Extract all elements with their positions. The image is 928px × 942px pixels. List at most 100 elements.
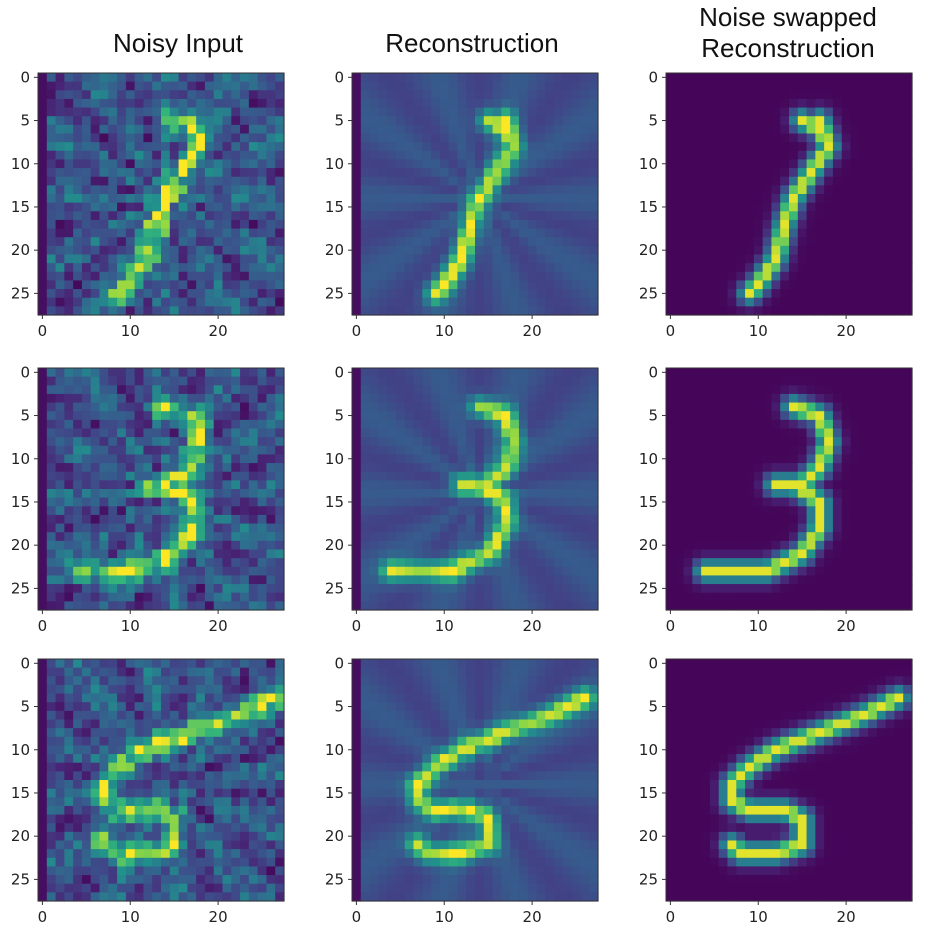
y-tick-label: 15 bbox=[639, 784, 658, 802]
x-tick-label: 0 bbox=[666, 322, 676, 340]
x-tick-label: 20 bbox=[837, 322, 856, 340]
y-tick-label: 25 bbox=[11, 870, 30, 888]
y-tick-label: 15 bbox=[325, 198, 344, 216]
y-tick-label: 15 bbox=[639, 198, 658, 216]
panel-clean-digit-5 bbox=[666, 659, 913, 902]
column-title-noise-swapped: Noise swapped Reconstruction bbox=[666, 2, 910, 64]
y-tick-label: 10 bbox=[325, 741, 344, 759]
x-tick-label: 20 bbox=[209, 617, 228, 635]
y-tick-label: 25 bbox=[639, 579, 658, 597]
y-tick-label: 25 bbox=[11, 284, 30, 302]
y-tick-label: 25 bbox=[11, 579, 30, 597]
x-tick-label: 10 bbox=[749, 322, 768, 340]
x-tick-label: 20 bbox=[837, 617, 856, 635]
y-tick-label: 20 bbox=[639, 241, 658, 259]
column-title-noise-swapped-line2: Reconstruction bbox=[701, 33, 875, 63]
panel-frame bbox=[351, 367, 599, 611]
y-tick-label: 5 bbox=[334, 407, 344, 425]
panel-recon-digit-5 bbox=[352, 659, 599, 902]
panel-frame bbox=[665, 72, 913, 316]
y-tick-label: 5 bbox=[334, 698, 344, 716]
x-tick-label: 20 bbox=[209, 908, 228, 926]
panel-clean-digit-3 bbox=[666, 368, 913, 611]
y-tick-label: 5 bbox=[20, 407, 30, 425]
x-tick-label: 10 bbox=[435, 322, 454, 340]
y-tick-label: 10 bbox=[11, 450, 30, 468]
y-tick-label: 20 bbox=[325, 536, 344, 554]
x-tick-label: 10 bbox=[749, 908, 768, 926]
y-tick-label: 0 bbox=[648, 68, 658, 86]
y-tick-label: 15 bbox=[11, 198, 30, 216]
y-tick-label: 15 bbox=[11, 493, 30, 511]
panel-frame bbox=[351, 658, 599, 902]
y-tick-label: 25 bbox=[639, 284, 658, 302]
x-tick-label: 10 bbox=[121, 908, 140, 926]
panel-frame bbox=[37, 367, 285, 611]
x-tick-label: 20 bbox=[209, 322, 228, 340]
y-tick-label: 20 bbox=[11, 827, 30, 845]
x-tick-label: 0 bbox=[352, 617, 362, 635]
y-tick-label: 5 bbox=[648, 698, 658, 716]
x-tick-label: 0 bbox=[38, 908, 48, 926]
x-tick-label: 10 bbox=[121, 617, 140, 635]
y-tick-label: 20 bbox=[325, 241, 344, 259]
y-tick-label: 5 bbox=[334, 112, 344, 130]
y-tick-label: 10 bbox=[639, 450, 658, 468]
x-tick-label: 0 bbox=[38, 322, 48, 340]
x-tick-label: 10 bbox=[121, 322, 140, 340]
x-tick-label: 20 bbox=[523, 322, 542, 340]
panel-noisy-digit-1 bbox=[38, 73, 285, 316]
y-tick-label: 0 bbox=[648, 363, 658, 381]
y-tick-label: 0 bbox=[334, 363, 344, 381]
x-tick-label: 10 bbox=[435, 617, 454, 635]
y-tick-label: 0 bbox=[20, 68, 30, 86]
x-tick-label: 20 bbox=[523, 617, 542, 635]
y-tick-label: 10 bbox=[639, 741, 658, 759]
y-tick-label: 0 bbox=[334, 654, 344, 672]
panel-frame bbox=[351, 72, 599, 316]
y-tick-label: 5 bbox=[648, 407, 658, 425]
y-tick-label: 20 bbox=[11, 241, 30, 259]
y-tick-label: 10 bbox=[639, 155, 658, 173]
column-title-noisy-input: Noisy Input bbox=[112, 28, 244, 58]
y-tick-label: 15 bbox=[325, 784, 344, 802]
x-tick-label: 10 bbox=[749, 617, 768, 635]
y-tick-label: 15 bbox=[11, 784, 30, 802]
x-tick-label: 20 bbox=[523, 908, 542, 926]
panel-noisy-digit-3 bbox=[38, 368, 285, 611]
panel-clean-digit-1 bbox=[666, 73, 913, 316]
y-tick-label: 20 bbox=[639, 827, 658, 845]
x-tick-label: 10 bbox=[435, 908, 454, 926]
y-tick-label: 10 bbox=[325, 155, 344, 173]
y-tick-label: 5 bbox=[20, 112, 30, 130]
y-tick-label: 20 bbox=[639, 536, 658, 554]
x-tick-label: 0 bbox=[38, 617, 48, 635]
column-title-reconstruction: Reconstruction bbox=[385, 28, 559, 58]
y-tick-label: 10 bbox=[11, 741, 30, 759]
y-tick-label: 5 bbox=[648, 112, 658, 130]
panel-frame bbox=[37, 658, 285, 902]
y-tick-label: 25 bbox=[325, 579, 344, 597]
y-tick-label: 0 bbox=[20, 363, 30, 381]
x-tick-label: 0 bbox=[352, 908, 362, 926]
y-tick-label: 0 bbox=[334, 68, 344, 86]
x-tick-label: 20 bbox=[837, 908, 856, 926]
y-tick-label: 10 bbox=[11, 155, 30, 173]
y-tick-label: 20 bbox=[325, 827, 344, 845]
x-tick-label: 0 bbox=[666, 908, 676, 926]
y-tick-label: 25 bbox=[325, 870, 344, 888]
y-tick-label: 25 bbox=[639, 870, 658, 888]
column-title-noise-swapped-line1: Noise swapped bbox=[699, 2, 877, 32]
y-tick-label: 25 bbox=[325, 284, 344, 302]
panel-frame bbox=[665, 367, 913, 611]
panel-recon-digit-1 bbox=[352, 73, 599, 316]
y-tick-label: 15 bbox=[325, 493, 344, 511]
panel-frame bbox=[665, 658, 913, 902]
y-tick-label: 0 bbox=[20, 654, 30, 672]
panel-frame bbox=[37, 72, 285, 316]
y-tick-label: 15 bbox=[639, 493, 658, 511]
y-tick-label: 5 bbox=[20, 698, 30, 716]
y-tick-label: 20 bbox=[11, 536, 30, 554]
y-tick-label: 0 bbox=[648, 654, 658, 672]
